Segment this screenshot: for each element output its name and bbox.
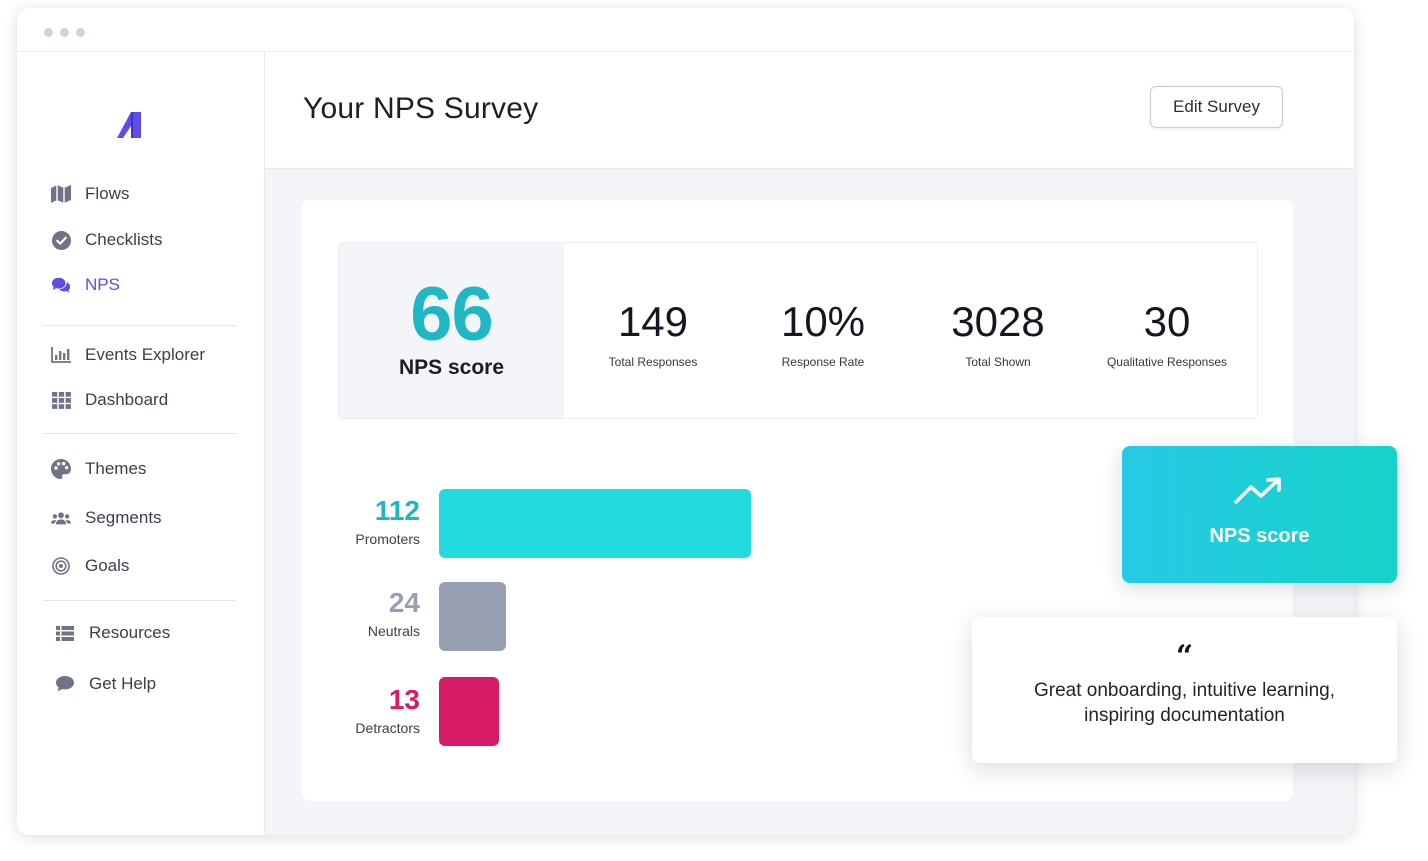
sidebar-item-resources[interactable]: Resources: [55, 620, 170, 646]
sidebar-item-label: Dashboard: [85, 390, 169, 409]
edit-survey-button[interactable]: Edit Survey: [1150, 86, 1283, 128]
sidebar-item-nps[interactable]: NPS: [51, 272, 120, 298]
trending-up-icon: [1234, 477, 1281, 504]
sidebar-item-label: Checklists: [85, 230, 163, 249]
page-header: Your NPS Survey Edit Survey: [265, 52, 1354, 169]
sidebar-item-get-help[interactable]: Get Help: [55, 671, 156, 697]
sidebar-item-label: Resources: [89, 623, 171, 642]
promoters-bar: [439, 489, 751, 558]
map-icon: [51, 184, 71, 204]
window-dot: [60, 28, 69, 37]
bar-label: Detractors: [355, 720, 420, 736]
bar-label: Neutrals: [367, 623, 420, 639]
sidebar-item-label: Get Help: [89, 674, 157, 693]
nps-score-box: 66 NPS score: [339, 243, 564, 418]
sidebar-item-label: Goals: [85, 556, 130, 575]
testimonial-card: “ Great onboarding, intuitive learning, …: [972, 617, 1397, 763]
target-icon: [51, 556, 71, 576]
sidebar-divider: [43, 433, 236, 434]
logo-icon: [117, 112, 141, 138]
sidebar-item-goals[interactable]: Goals: [51, 553, 129, 579]
nps-score-card: NPS score: [1122, 446, 1397, 583]
bar-count: 24: [388, 587, 420, 618]
sidebar-item-label: Flows: [85, 184, 130, 203]
stat-value: 3028: [951, 298, 1045, 345]
sidebar-item-dashboard[interactable]: Dashboard: [51, 387, 168, 413]
neutrals-bar: [439, 582, 506, 651]
sidebar: Flows Checklists NPS Events Explorer: [17, 52, 265, 835]
sidebar-item-segments[interactable]: Segments: [51, 505, 162, 531]
bar-chart-icon: [51, 345, 71, 365]
sidebar-item-flows[interactable]: Flows: [51, 181, 129, 207]
sidebar-divider: [43, 600, 236, 601]
quote-mark: “: [1175, 639, 1194, 674]
stat-value: 30: [1143, 298, 1191, 345]
bar-count: 13: [388, 684, 420, 715]
users-icon: [51, 508, 71, 528]
sidebar-divider: [43, 325, 236, 326]
sidebar-item-label: Events Explorer: [85, 345, 205, 364]
page-title: Your NPS Survey: [303, 92, 539, 125]
sidebar-item-label: Segments: [85, 508, 162, 527]
window-dot: [44, 28, 53, 37]
palette-icon: [51, 459, 71, 479]
sidebar-item-events-explorer[interactable]: Events Explorer: [51, 342, 205, 368]
stat-label: Total Responses: [608, 355, 698, 369]
title-bar: [17, 8, 1354, 52]
stat-label: Total Shown: [965, 355, 1031, 369]
chat-icon: [55, 674, 75, 694]
chat-bubbles-icon: [51, 275, 71, 295]
window-dot: [76, 28, 85, 37]
sidebar-item-label: NPS: [85, 275, 120, 294]
bar-count: 112: [374, 495, 420, 526]
sidebar-item-label: Themes: [85, 459, 147, 478]
detractors-bar: [439, 677, 499, 746]
nps-card-label: NPS score: [1209, 525, 1310, 547]
bar-label: Promoters: [355, 531, 420, 547]
sidebar-item-checklists[interactable]: Checklists: [51, 227, 162, 253]
stat-label: Response Rate: [781, 355, 865, 369]
stat-label: Qualitative Responses: [1106, 355, 1228, 369]
nps-score-label: NPS score: [398, 356, 505, 379]
check-circle-icon: [51, 230, 71, 250]
quote-text: Great onboarding, intuitive learning, in…: [1033, 680, 1336, 726]
grid-icon: [51, 390, 71, 410]
list-icon: [55, 623, 75, 643]
nps-score-value: 66: [410, 272, 494, 357]
stat-value: 149: [617, 298, 689, 345]
stat-value: 10%: [780, 298, 866, 345]
sidebar-item-themes[interactable]: Themes: [51, 456, 146, 482]
stats-panel: 66 NPS score 149 Total Responses 10% Res…: [338, 242, 1258, 419]
